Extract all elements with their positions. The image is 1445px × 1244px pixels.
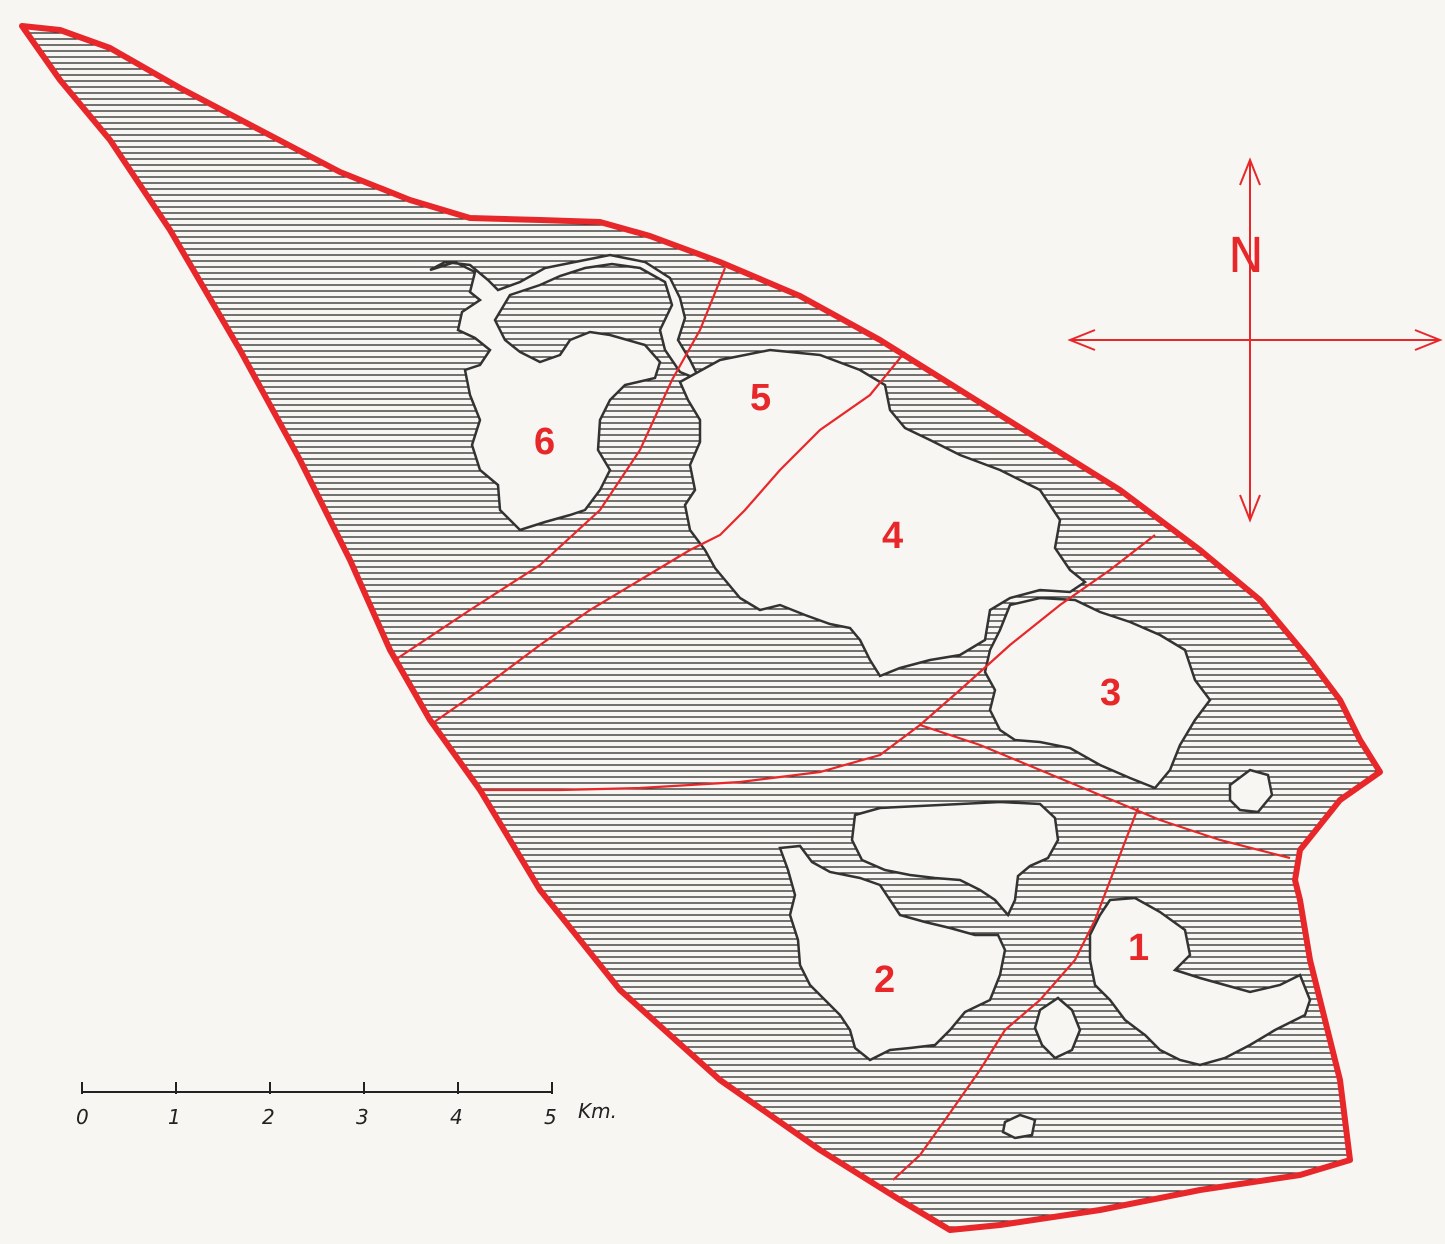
island-2-north <box>850 800 1060 918</box>
scale-tick-5: 5 <box>544 1105 557 1129</box>
zone-label-2: 2 <box>874 959 895 1001</box>
lagoon-water <box>22 26 1380 1230</box>
scale-bar <box>81 1082 553 1094</box>
divider-2-1 <box>892 807 1140 1181</box>
lagoon-boundary <box>19 23 1383 1233</box>
scale-tick-1: 1 <box>168 1105 181 1129</box>
compass-cross-icon <box>1067 157 1443 523</box>
divider-4-3 <box>480 534 1156 792</box>
divider-6-5 <box>394 267 727 661</box>
island-1 <box>1088 896 1312 1067</box>
island-2 <box>778 844 1007 1062</box>
small-island-south-2 <box>1001 1113 1037 1140</box>
scale-tick-labels: 0 1 2 3 4 5 Km. <box>76 1099 617 1129</box>
zone-dividers <box>394 267 1291 1181</box>
island-3 <box>983 596 1212 790</box>
divider-3-2 <box>919 723 1291 860</box>
divider-5-4 <box>429 351 906 726</box>
north-label: N <box>1228 228 1264 284</box>
scale-tick-2: 2 <box>262 1105 275 1129</box>
scale-tick-0: 0 <box>76 1105 89 1129</box>
island-4-5 <box>678 348 1088 678</box>
zone-label-1: 1 <box>1128 927 1149 969</box>
small-island-south <box>1033 996 1082 1060</box>
zone-label-4: 4 <box>882 515 903 557</box>
zone-labels: 1 2 3 4 5 6 <box>534 377 1149 1001</box>
scale-tick-4: 4 <box>450 1105 463 1129</box>
small-island-east <box>1228 768 1274 814</box>
scale-unit: Km. <box>578 1099 617 1123</box>
islands <box>429 253 1312 1140</box>
zone-label-6: 6 <box>534 421 555 463</box>
zone-label-3: 3 <box>1100 672 1121 714</box>
scale-tick-3: 3 <box>356 1105 369 1129</box>
island-6 <box>429 253 703 532</box>
zone-label-5: 5 <box>750 377 771 419</box>
